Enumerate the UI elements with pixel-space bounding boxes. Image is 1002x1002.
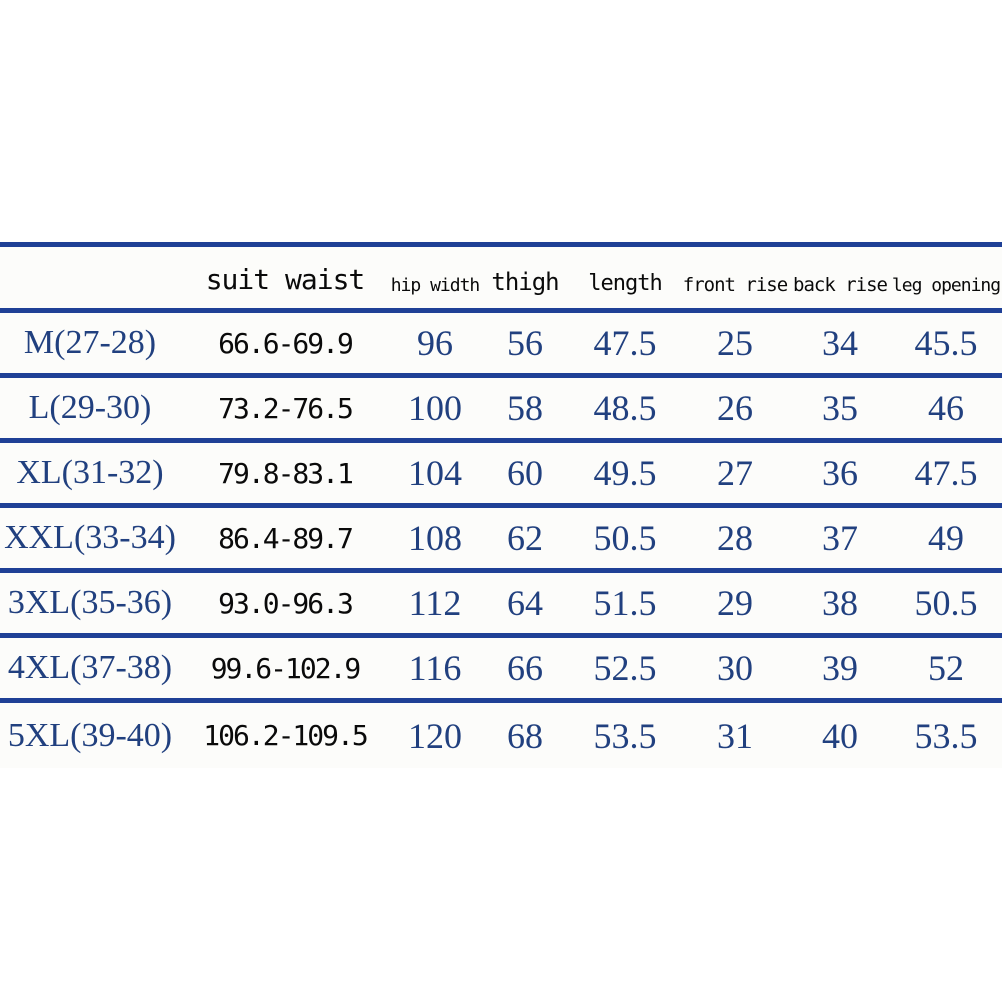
- table-body: M(27-28) 66.6-69.9 96 56 47.5 25 34 45.5 L(29-30…: [0, 313, 1002, 768]
- length-cell: 47.5: [593, 323, 657, 363]
- thigh-cell: 56: [507, 323, 543, 363]
- hip-width-cell: 112: [408, 583, 462, 623]
- table-row: XXL(33-34) 86.4-89.7 108 62 50.5 28 37 49: [0, 508, 1002, 573]
- size-cell: M(27-28): [23, 324, 157, 361]
- table-row: 5XL(39-40) 106.2-109.5 120 68 53.5 31 40 53.5: [0, 703, 1002, 768]
- back-rise-cell: 35: [822, 388, 858, 428]
- leg-opening-cell: 47.5: [914, 453, 978, 493]
- hip-width-cell: 96: [417, 323, 453, 363]
- suit-waist-cell: 66.6-69.9: [218, 326, 354, 360]
- table-row: L(29-30) 73.2-76.5 100 58 48.5 26 35 46: [0, 378, 1002, 443]
- hip-width-cell: 100: [408, 388, 462, 428]
- suit-waist-cell: 99.6-102.9: [210, 651, 362, 685]
- suit-waist-cell: 79.8-83.1: [218, 456, 354, 490]
- back-rise-cell: 34: [822, 323, 858, 363]
- table-row: XL(31-32) 79.8-83.1 104 60 49.5 27 36 47.5: [0, 443, 1002, 508]
- leg-opening-cell: 50.5: [914, 583, 978, 623]
- suit-waist-cell: 86.4-89.7: [218, 521, 354, 555]
- header-suit-waist: suit waist: [205, 263, 366, 296]
- size-cell: L(29-30): [28, 389, 152, 426]
- suit-waist-cell: 73.2-76.5: [218, 391, 354, 425]
- front-rise-cell: 25: [717, 323, 753, 363]
- front-rise-cell: 27: [717, 453, 753, 493]
- size-cell: XXL(33-34): [4, 519, 176, 556]
- thigh-cell: 64: [507, 583, 543, 623]
- back-rise-cell: 38: [822, 583, 858, 623]
- header-thigh: thigh: [491, 268, 559, 296]
- table-row: 4XL(37-38) 99.6-102.9 116 66 52.5 30 39 52: [0, 638, 1002, 703]
- header-hip-width: hip width: [390, 275, 481, 296]
- top-whitespace: [0, 0, 1002, 242]
- thigh-cell: 60: [507, 453, 543, 493]
- suit-waist-cell: 93.0-96.3: [218, 586, 354, 620]
- hip-width-cell: 116: [408, 648, 462, 688]
- hip-width-cell: 104: [408, 453, 462, 493]
- size-cell: 5XL(39-40): [7, 716, 173, 754]
- header-front-rise: front rise: [682, 274, 788, 296]
- front-rise-cell: 31: [717, 715, 753, 756]
- front-rise-cell: 29: [717, 583, 753, 623]
- suit-waist-cell: 106.2-109.5: [203, 719, 368, 752]
- header-leg-opening: leg opening: [891, 275, 1001, 296]
- header-back-rise: back rise: [793, 274, 888, 296]
- back-rise-cell: 39: [822, 648, 858, 688]
- back-rise-cell: 37: [822, 518, 858, 558]
- leg-opening-cell: 49: [928, 518, 964, 558]
- table-row: M(27-28) 66.6-69.9 96 56 47.5 25 34 45.5: [0, 313, 1002, 378]
- hip-width-cell: 108: [408, 518, 462, 558]
- leg-opening-cell: 46: [928, 388, 964, 428]
- table-row: 3XL(35-36) 93.0-96.3 112 64 51.5 29 38 50.5: [0, 573, 1002, 638]
- leg-opening-cell: 52: [928, 648, 964, 688]
- size-chart-table: suit waist hip width thigh length front …: [0, 242, 1002, 768]
- leg-opening-cell: 45.5: [914, 323, 978, 363]
- front-rise-cell: 26: [717, 388, 753, 428]
- length-cell: 51.5: [593, 583, 657, 623]
- table-header-row: suit waist hip width thigh length front …: [0, 247, 1002, 313]
- size-cell: XL(31-32): [16, 454, 164, 491]
- front-rise-cell: 28: [717, 518, 753, 558]
- header-size: [0, 296, 180, 308]
- leg-opening-cell: 53.5: [914, 715, 978, 756]
- length-cell: 48.5: [593, 388, 657, 428]
- back-rise-cell: 36: [822, 453, 858, 493]
- length-cell: 53.5: [593, 715, 657, 756]
- length-cell: 52.5: [593, 648, 657, 688]
- header-length: length: [588, 271, 662, 296]
- thigh-cell: 58: [507, 388, 543, 428]
- back-rise-cell: 40: [822, 715, 858, 756]
- thigh-cell: 66: [507, 648, 543, 688]
- hip-width-cell: 120: [408, 715, 462, 756]
- length-cell: 50.5: [593, 518, 657, 558]
- length-cell: 49.5: [593, 453, 657, 493]
- thigh-cell: 62: [507, 518, 543, 558]
- size-cell: 3XL(35-36): [7, 584, 173, 621]
- thigh-cell: 68: [507, 715, 543, 756]
- size-cell: 4XL(37-38): [7, 649, 173, 686]
- front-rise-cell: 30: [717, 648, 753, 688]
